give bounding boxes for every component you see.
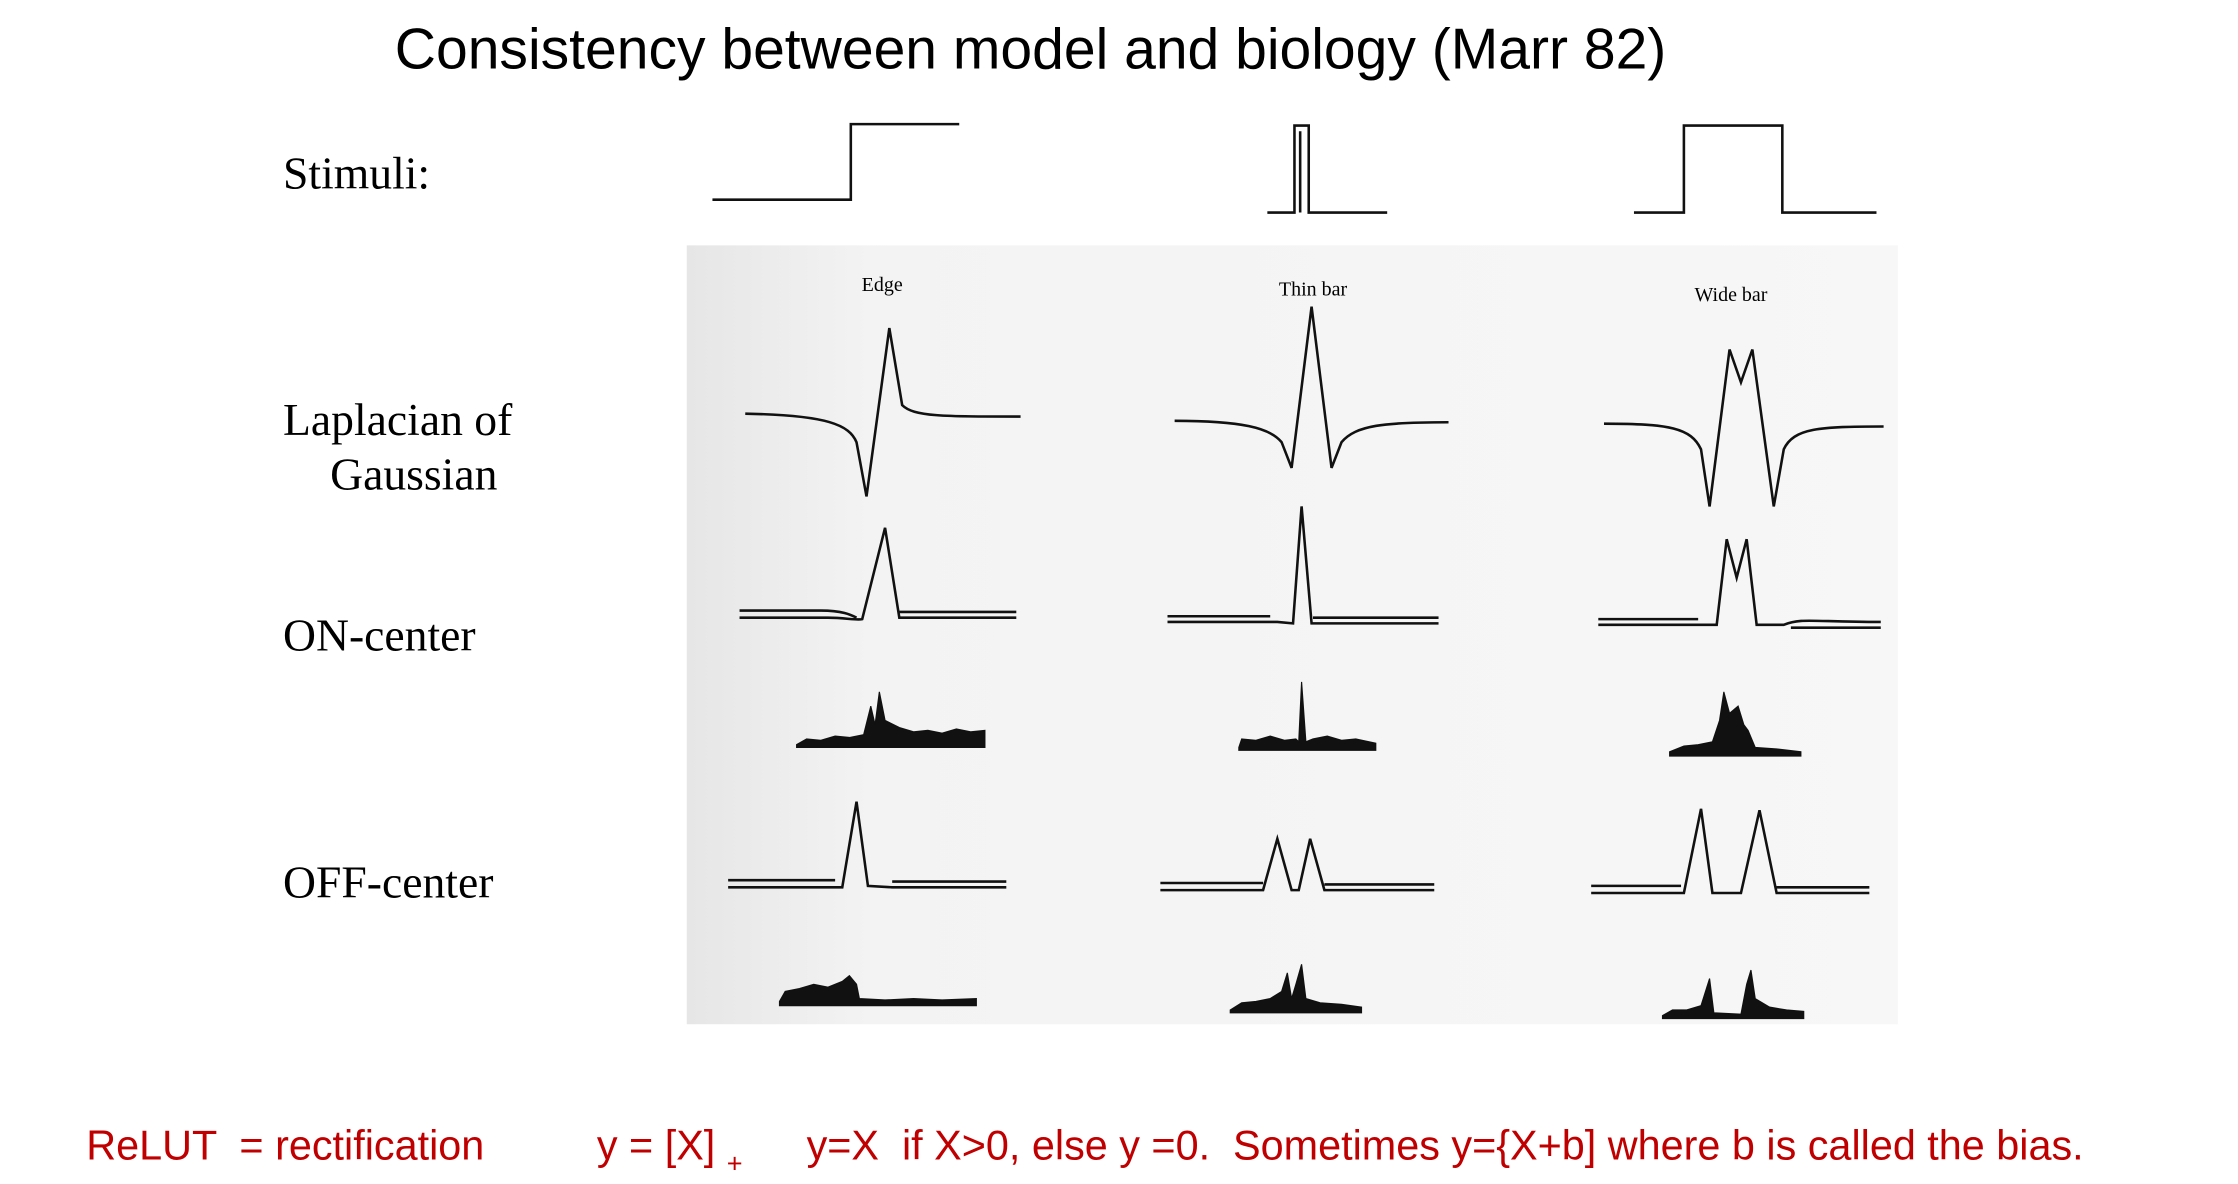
column-label: Edge — [862, 274, 903, 296]
footer-definition: ReLUT = rectification — [86, 1123, 484, 1169]
wide-bar-stimulus — [1633, 124, 1877, 214]
on-center-histograms — [796, 681, 1802, 757]
laplacian-curves — [745, 306, 1884, 507]
curve — [1160, 833, 1435, 892]
histogram — [796, 691, 986, 749]
column-label: Wide bar — [1695, 284, 1768, 306]
row-label: OFF-center — [283, 856, 493, 907]
footer: ReLUT = rectification y = [X] + y=X if X… — [86, 1123, 2083, 1179]
slide-title: Consistency between model and biology (M… — [395, 17, 1667, 81]
row-label: Laplacian of — [283, 394, 513, 445]
on-center-curves — [739, 506, 1881, 629]
histogram — [1661, 969, 1805, 1020]
column-label: Thin bar — [1279, 278, 1348, 300]
curve — [745, 327, 1021, 497]
stimuli-label: Stimuli: — [283, 147, 430, 198]
figure-scan — [686, 245, 1898, 1025]
footer-formula: y = [X] — [597, 1123, 715, 1169]
row-label: Gaussian — [330, 448, 497, 499]
off-center-histograms — [778, 964, 1805, 1020]
histogram — [1238, 681, 1377, 751]
curve — [1591, 808, 1870, 895]
footer-subscript: + — [727, 1148, 743, 1179]
curve — [1167, 506, 1439, 625]
curve — [1174, 306, 1449, 469]
histogram — [1229, 964, 1363, 1014]
histogram — [1669, 691, 1802, 757]
edge-stimulus — [712, 122, 960, 201]
row-label: ON-center — [283, 609, 476, 660]
footer-description: y=X if X>0, else y =0. Sometimes y={X+b]… — [807, 1123, 2084, 1169]
curve — [739, 527, 1017, 621]
curve — [728, 801, 1007, 889]
curve — [1598, 538, 1881, 629]
thin-bar-stimulus — [1267, 124, 1388, 214]
off-center-curves — [728, 801, 1870, 895]
histogram — [778, 974, 977, 1007]
curve — [1604, 349, 1884, 507]
stimuli-waveforms — [712, 122, 1877, 214]
